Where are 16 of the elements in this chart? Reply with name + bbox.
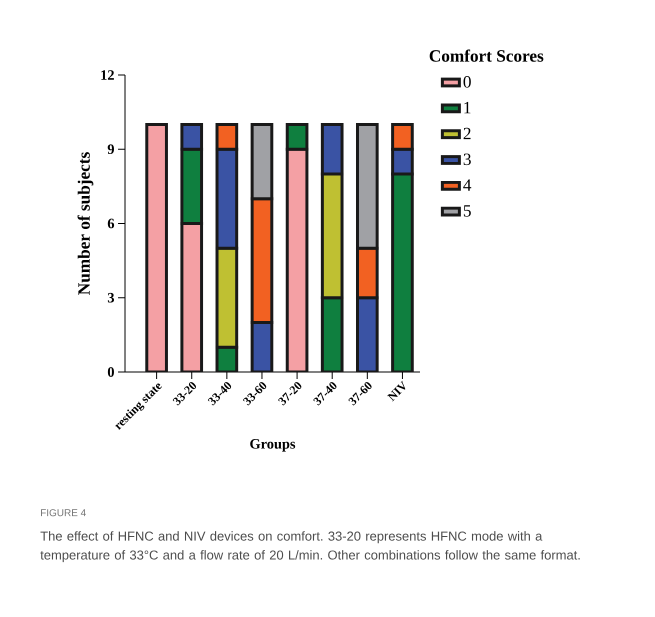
y-tick-label: 9 <box>108 144 114 154</box>
y-tick-label: 6 <box>108 218 114 228</box>
y-axis-title: Number of subjects <box>78 152 94 295</box>
legend-label: 4 <box>463 179 472 191</box>
y-tick-label: 3 <box>108 292 114 303</box>
legend-title: Comfort Scores <box>430 49 544 62</box>
caption: FIGURE 4 <box>41 509 86 516</box>
legend-label: 2 <box>464 128 471 140</box>
text: The effect of HFNC and NIV devices on comfort. 33-20 represents HFNC mode with a temperature of 33°C and a flow rate of 20 L/min. Other combinations follow the same format. <box>40 531 580 562</box>
legend-label: 1 <box>464 102 470 114</box>
x-axis-title: Groups <box>250 439 296 452</box>
legend-label: 0 <box>464 76 471 88</box>
legend-label: 5 <box>464 205 471 217</box>
legend-label: 3 <box>464 154 471 166</box>
y-tick-label: 0 <box>108 367 114 377</box>
y-tick-label: 12 <box>101 70 114 80</box>
